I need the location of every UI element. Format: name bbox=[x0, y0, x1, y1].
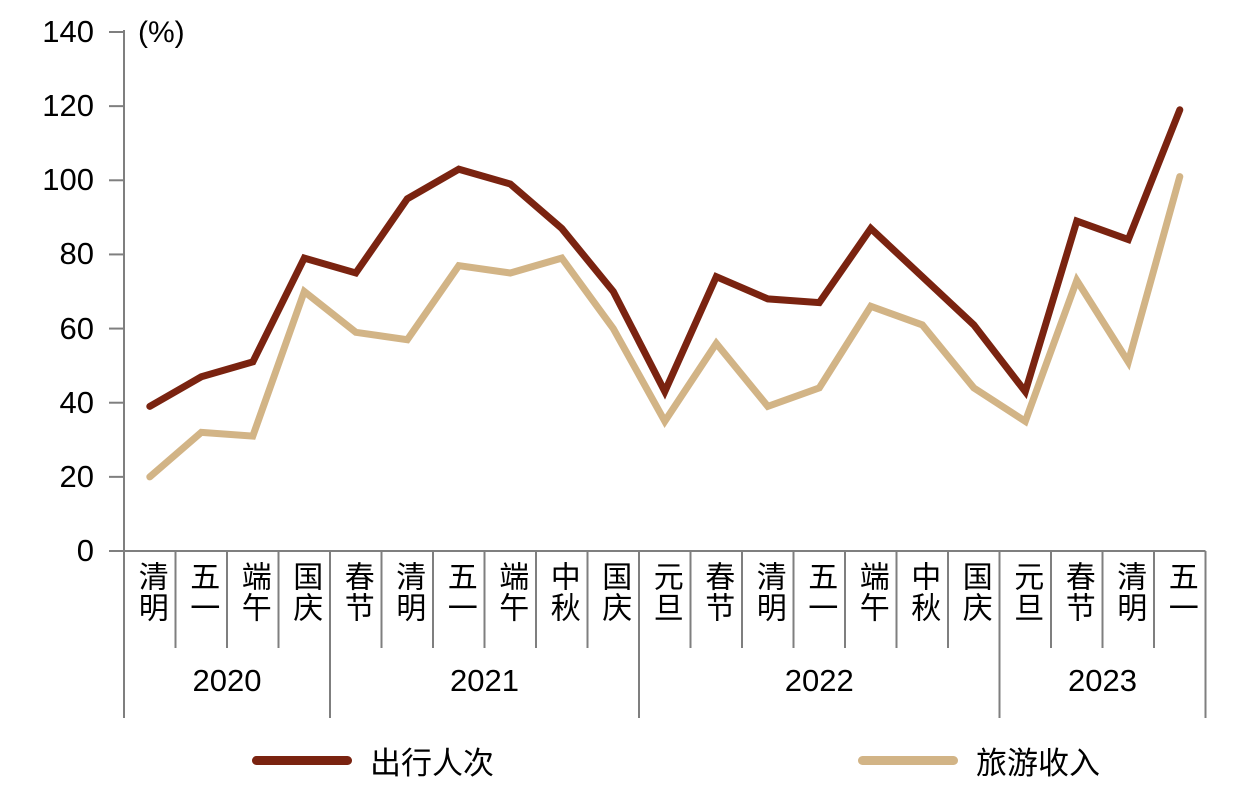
x-tick-label: 清明 bbox=[133, 561, 167, 623]
x-tick-label: 国庆 bbox=[288, 561, 322, 623]
x-tick-label: 元旦 bbox=[648, 561, 682, 623]
year-label: 2023 bbox=[1068, 663, 1137, 698]
y-tick-label: 80 bbox=[59, 236, 94, 272]
x-tick-label: 端午 bbox=[494, 561, 528, 623]
x-tick-label: 国庆 bbox=[957, 561, 991, 623]
x-tick-label: 清明 bbox=[1112, 561, 1146, 623]
legend-label-revenue: 旅游收入 bbox=[976, 745, 1100, 781]
y-tick-label: 140 bbox=[42, 14, 94, 49]
x-tick-label: 春节 bbox=[700, 561, 734, 623]
x-tick-label: 元旦 bbox=[1009, 561, 1043, 623]
x-tick-label: 端午 bbox=[236, 561, 270, 623]
y-tick-label: 60 bbox=[59, 310, 94, 346]
legend-label-trips: 出行人次 bbox=[370, 745, 494, 781]
x-tick-label: 中秋 bbox=[906, 561, 940, 623]
legend-item-trips: 出行人次 bbox=[252, 742, 494, 781]
x-tick-label: 清明 bbox=[751, 561, 785, 623]
legend: 出行人次 旅游收入 bbox=[0, 742, 1233, 781]
x-tick-label: 清明 bbox=[391, 561, 425, 623]
x-tick-label: 中秋 bbox=[545, 561, 579, 623]
series-line-0 bbox=[146, 106, 1184, 410]
x-tick-label: 五一 bbox=[1163, 561, 1197, 623]
y-tick-label: 0 bbox=[76, 533, 94, 568]
year-label: 2020 bbox=[192, 663, 262, 698]
x-tick-label: 春节 bbox=[1060, 561, 1094, 623]
y-axis-unit-label: (%) bbox=[138, 16, 185, 49]
y-tick-label: 100 bbox=[42, 162, 94, 198]
x-tick-label: 端午 bbox=[854, 561, 888, 623]
year-label: 2021 bbox=[450, 663, 519, 698]
legend-item-revenue: 旅游收入 bbox=[858, 742, 1100, 781]
x-tick-label: 五一 bbox=[442, 561, 476, 623]
x-tick-label: 春节 bbox=[339, 561, 373, 623]
legend-swatch-revenue-line bbox=[858, 755, 958, 765]
y-tick-label: 40 bbox=[59, 384, 94, 420]
x-tick-label: 五一 bbox=[185, 561, 219, 623]
series-line-1 bbox=[146, 173, 1184, 481]
year-label: 2022 bbox=[784, 663, 854, 698]
y-tick-label: 120 bbox=[42, 88, 94, 124]
x-tick-label: 五一 bbox=[803, 561, 837, 623]
x-tick-label: 国庆 bbox=[597, 561, 631, 623]
y-tick-label: 20 bbox=[59, 458, 94, 494]
legend-swatch-trips-line bbox=[252, 755, 352, 765]
